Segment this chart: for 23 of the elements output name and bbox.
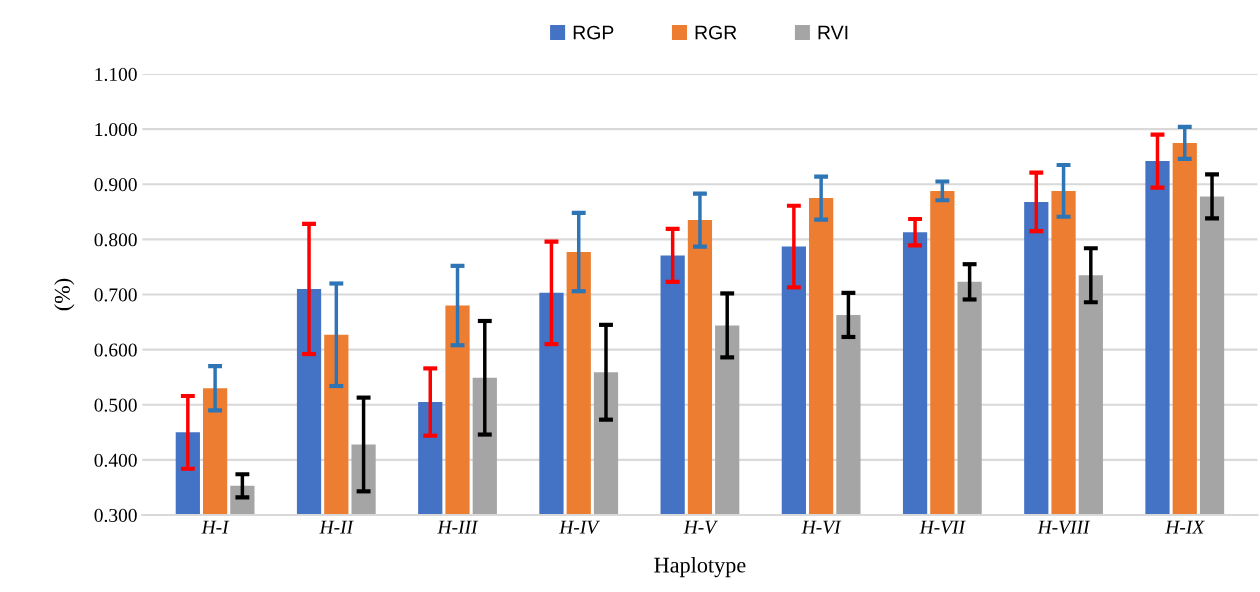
y-tick-label: 0.900	[94, 178, 137, 192]
x-tick-label: H-II	[319, 520, 354, 534]
legend-label: RGR	[695, 25, 737, 40]
x-tick-label: H-I	[201, 520, 230, 534]
y-tick-label: 0.400	[94, 453, 137, 467]
x-tick-label: H-VIII	[1037, 520, 1091, 534]
x-tick-label: H-VII	[919, 520, 966, 534]
y-tick-label: 0.800	[94, 233, 137, 247]
x-tick-label: H-IV	[559, 520, 601, 534]
legend-label: RVI	[818, 25, 848, 40]
x-axis-title: Haplotype	[654, 556, 746, 578]
y-tick-label: 1.100	[95, 67, 137, 82]
y-tick-label: 0.500	[94, 398, 137, 412]
x-tick-label: H-V	[683, 520, 718, 534]
x-tick-label: H-IX	[1165, 520, 1205, 534]
x-tick-label: H-VI	[801, 520, 842, 534]
y-tick-label: 0.700	[94, 288, 137, 302]
x-tick-label: H-III	[437, 520, 479, 534]
y-axis-title: (%)	[54, 278, 75, 311]
legend-label: RGP	[573, 25, 614, 40]
y-tick-label: 0.600	[94, 343, 137, 357]
y-tick-label: 1.000	[95, 122, 137, 137]
y-tick-label: 0.300	[94, 508, 137, 523]
